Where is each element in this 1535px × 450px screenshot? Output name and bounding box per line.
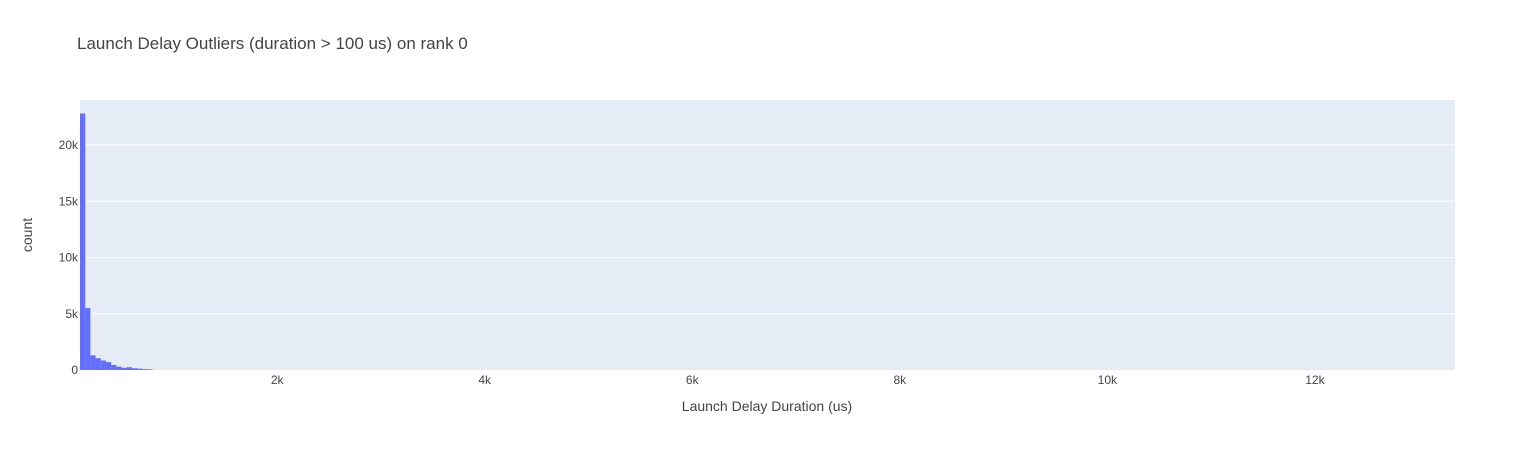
histogram-bar <box>137 368 143 370</box>
plot-area <box>80 100 1455 370</box>
chart-title: Launch Delay Outliers (duration > 100 us… <box>77 34 468 53</box>
x-tick-label: 6k <box>686 373 700 387</box>
y-tick-label: 5k <box>65 307 79 321</box>
histogram-bar <box>126 367 132 370</box>
histogram-bar <box>142 369 148 370</box>
y-tick-label: 0 <box>71 363 78 377</box>
histogram-bar <box>111 364 117 370</box>
histogram-bar <box>131 368 138 370</box>
x-tick-label: 10k <box>1098 373 1118 387</box>
x-axis-ticks: 2k 4k 6k 8k 10k 12k <box>271 373 1326 387</box>
histogram-bar <box>147 369 153 370</box>
y-axis-ticks: 0 5k 10k 15k 20k <box>59 138 79 377</box>
histogram-bar <box>85 308 91 370</box>
gridlines <box>80 144 1455 315</box>
x-tick-label: 4k <box>478 373 492 387</box>
histogram-bar <box>121 367 127 370</box>
bars <box>80 113 153 370</box>
histogram-bar <box>116 366 122 370</box>
y-tick-label: 20k <box>59 138 79 152</box>
x-axis-label: Launch Delay Duration (us) <box>682 398 852 414</box>
x-tick-label: 8k <box>893 373 907 387</box>
x-tick-label: 12k <box>1305 373 1325 387</box>
histogram-bar <box>95 358 101 370</box>
y-tick-label: 10k <box>59 251 79 265</box>
y-axis-label: count <box>19 218 35 252</box>
x-tick-label: 2k <box>271 373 285 387</box>
histogram-bar <box>80 113 86 370</box>
histogram-bar <box>105 362 112 370</box>
histogram-bar <box>90 355 96 370</box>
y-tick-label: 15k <box>59 194 79 208</box>
histogram-bar <box>100 360 106 370</box>
